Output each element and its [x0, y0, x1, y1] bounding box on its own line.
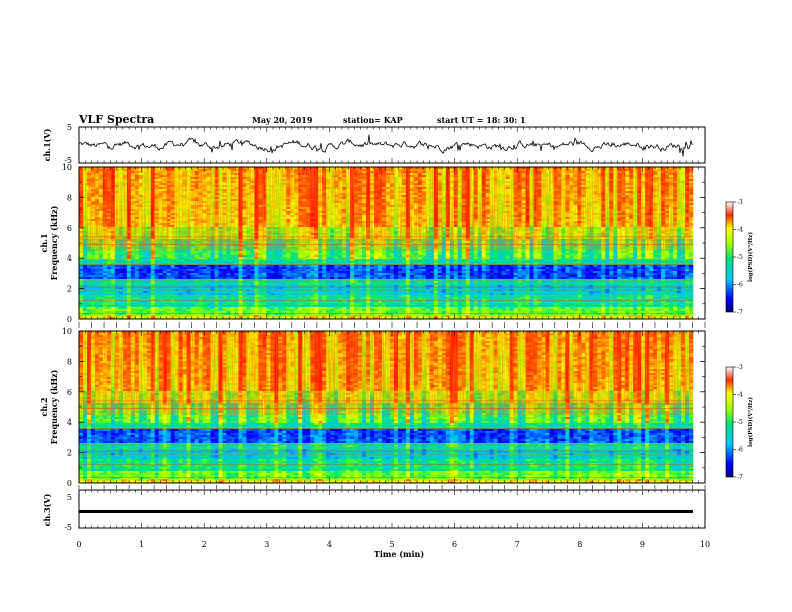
spectrogram-ytick-label: 10 [62, 327, 72, 336]
time-tick-label: 5 [389, 540, 394, 549]
date-label: May 20, 2019 [252, 115, 313, 125]
spectrogram-ytick-label: 4 [67, 418, 72, 427]
ch3-ytick-top: 5 [67, 493, 72, 502]
colorbar-tick-label: -6 [737, 282, 743, 289]
ch1-ytick-top: 5 [67, 123, 72, 132]
time-axis-tick-labels: 0 1 2 3 4 5 6 7 8 9 10 [76, 540, 710, 549]
spectrogram-ytick-label: 6 [67, 224, 72, 233]
ch3-waveform-panel: 5 -5 ch.3(V) [42, 489, 706, 532]
spectrogram-ytick-label: 4 [67, 254, 72, 263]
ch2-colorbar-label: log(PSD)(V²/Hz) [747, 397, 754, 447]
colorbar-tick-label: -4 [737, 227, 743, 234]
ch3-waveform-ylabel: ch.3(V) [42, 493, 52, 526]
ch1-spectrogram-ylabel: Frequency (kHz) [49, 205, 59, 280]
time-tick-label: 3 [264, 540, 269, 549]
spectrogram-ytick-label: 0 [67, 315, 72, 324]
colorbar-tick-label: -3 [737, 364, 743, 371]
ch2-colorbar: -3 -4 -5 -6 -7 log(PSD)(V²/Hz) [725, 364, 754, 481]
spectrogram-ytick-label: 6 [67, 388, 72, 397]
ch1-waveform-panel: 5 -5 ch.1(V) [42, 123, 706, 165]
station-label: station= KAP [343, 115, 403, 125]
colorbar-tick-label: -4 [737, 392, 743, 399]
time-axis-label: Time (min) [374, 549, 424, 559]
time-tick-label: 9 [640, 540, 645, 549]
ch1-spectrogram-image [79, 167, 705, 320]
colorbar-tick-label: -3 [737, 199, 743, 206]
time-tick-label: 7 [515, 540, 520, 549]
colorbar-tick-label: -7 [737, 309, 743, 316]
spectrogram-ytick-label: 10 [62, 163, 72, 172]
time-tick-label: 2 [202, 540, 207, 549]
time-axis-ticks [78, 127, 706, 528]
time-tick-label: 6 [452, 540, 457, 549]
start-time-label: start UT = 18: 30: 1 [437, 115, 526, 125]
colorbar-tick-label: -7 [737, 474, 743, 481]
time-tick-label: 8 [577, 540, 582, 549]
spectrogram-ytick-label: 2 [67, 285, 72, 294]
spectrogram-ytick-label: 8 [67, 357, 72, 366]
ch1-ytick-bottom: -5 [64, 156, 72, 165]
ch1-spectrogram-panel: 0 2 4 6 8 10 ch.1 Frequency (kHz) -3 -4 -5 -6 -7 … [39, 163, 754, 324]
spectrogram-ytick-label: 8 [67, 193, 72, 202]
ch1-colorbar: -3 -4 -5 -6 -7 log(PSD)(V²/Hz) [725, 199, 754, 316]
ch2-spectrogram-image [79, 331, 705, 484]
figure-title: VLF Spectra [78, 113, 154, 126]
spectrogram-ytick-label: 0 [67, 479, 72, 488]
colorbar-tick-label: -6 [737, 447, 743, 454]
spectrogram-ytick-label: 2 [67, 449, 72, 458]
ch1-colorbar-label: log(PSD)(V²/Hz) [747, 232, 754, 282]
ch1-spectrogram-channel-label: ch.1 [39, 233, 49, 252]
ch1-waveform-trace [78, 134, 694, 157]
ch3-ytick-bottom: -5 [64, 523, 72, 532]
ch2-spectrogram-channel-label: ch.2 [39, 397, 49, 416]
colorbar-tick-label: -5 [737, 419, 743, 426]
colorbar-tick-label: -5 [737, 254, 743, 261]
ch2-spectrogram-panel: 0 2 4 6 8 10 ch.2 Frequency (kHz) -3 -4 -5 -6 -7 … [39, 327, 754, 488]
time-tick-label: 4 [327, 540, 332, 549]
ch1-waveform-ylabel: ch.1(V) [42, 128, 52, 161]
time-tick-label: 10 [700, 540, 710, 549]
time-tick-label: 1 [139, 540, 144, 549]
time-tick-label: 0 [76, 540, 81, 549]
ch2-spectrogram-ylabel: Frequency (kHz) [49, 369, 59, 444]
